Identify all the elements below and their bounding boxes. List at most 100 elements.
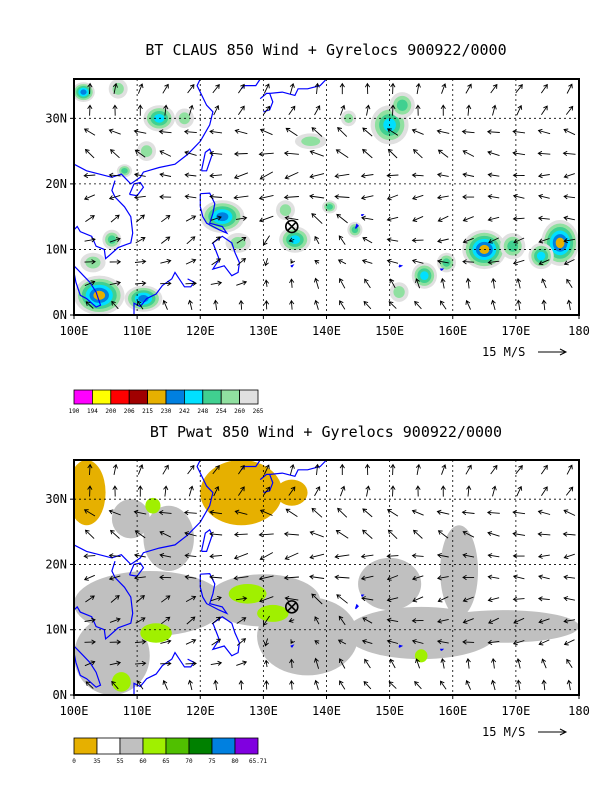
- claus-wind-vector-19: [108, 128, 121, 135]
- pwat-wind-vector-40: [159, 530, 172, 538]
- claus-wind-vector-46: [185, 258, 197, 265]
- pwat-wind-vector-14: [109, 617, 121, 623]
- claus-wind-vector-131: [364, 82, 371, 95]
- claus-colorbar-label-10: 265: [253, 408, 264, 415]
- claus-wind-vector-28: [133, 172, 146, 178]
- claus-wind-vector-83: [259, 171, 274, 180]
- claus-wind-vector-152: [415, 104, 421, 116]
- claus-coastline-14: [439, 268, 445, 271]
- claus-wind-vector-35: [160, 258, 172, 264]
- claus-y-tick-label-2: 20N: [45, 177, 67, 191]
- claus-wind-vector-27: [133, 194, 146, 200]
- claus-wind-vector-161: [437, 149, 449, 158]
- claus-colorbar-swatch-0: [73, 389, 93, 405]
- pwat-colorbar-label-3: 60: [139, 758, 147, 765]
- claus-wind-vector-107: [311, 127, 323, 137]
- pwat-wind-vector-150: [412, 529, 423, 539]
- claus-wind-vector-185: [491, 104, 497, 116]
- pwat-contour-blob-17-level-0: [145, 497, 161, 514]
- claus-wind-vector-139: [387, 148, 398, 159]
- pwat-x-tick-label-5: 150E: [375, 704, 404, 718]
- claus-wind-vector-209: [566, 299, 572, 311]
- claus-wind-vector-68: [236, 257, 247, 266]
- pwat-wind-vector-179: [488, 617, 499, 624]
- pwat-wind-vector-51: [184, 531, 197, 537]
- claus-colorbar-swatch-4: [147, 389, 167, 405]
- pwat-wind-vector-62: [209, 531, 223, 537]
- pwat-colorbar-swatch-7: [234, 737, 259, 755]
- pwat-wind-vector-140: [387, 509, 399, 517]
- pwat-x-tick-label-7: 170E: [501, 704, 530, 718]
- pwat-wind-vector-78: [263, 659, 270, 668]
- claus-wind-vector-134: [386, 258, 399, 264]
- claus-wind-vector-70: [235, 215, 248, 221]
- pwat-wind-vector-183: [487, 531, 500, 537]
- claus-wind-vector-71: [233, 194, 249, 201]
- pwat-wind-vector-20: [112, 485, 118, 497]
- claus-wind-vector-12: [109, 280, 122, 286]
- pwat-colorbar-swatch-2: [119, 737, 144, 755]
- claus-panel: BT CLAUS 850 Wind + Gyrelocs 900922/0000…: [45, 41, 590, 415]
- pwat-wind-vector-109: [314, 463, 320, 476]
- pwat-wind-vector-120: [339, 463, 345, 475]
- claus-coastline-11: [354, 223, 359, 229]
- pwat-contour-blob-18-level-0: [414, 649, 428, 663]
- claus-wind-vector-18: [109, 149, 120, 159]
- claus-wind-vector-199: [541, 278, 547, 289]
- claus-wind-vector-146: [411, 237, 424, 243]
- pwat-wind-vector-119: [339, 485, 346, 497]
- claus-wind-vector-140: [386, 128, 399, 136]
- pwat-wind-vector-186: [490, 464, 498, 475]
- pwat-wind-vector-83: [259, 552, 274, 561]
- pwat-colorbar: 0 35 55 60 65 70 75 80 65.71: [72, 737, 267, 765]
- claus-wind-vector-50: [184, 172, 197, 178]
- claus-wind-vector-157: [437, 238, 449, 244]
- claus-wind-vector-189: [512, 259, 525, 266]
- pwat-gridlines: [74, 460, 579, 695]
- claus-x-tick-label-5: 150E: [375, 324, 404, 338]
- pwat-y-tick-label-3: 30N: [45, 492, 67, 506]
- pwat-contour-blob-9-level-0: [440, 525, 478, 617]
- claus-wind-vector-6: [83, 172, 96, 179]
- claus-wind-vector-115: [334, 194, 350, 200]
- pwat-wind-vector-139: [387, 529, 398, 540]
- claus-colorbar-label-6: 242: [179, 408, 190, 415]
- pwat-wind-vector-161: [437, 530, 449, 539]
- claus-wind-vector-57: [211, 258, 222, 266]
- claus-wind-vector-97: [288, 105, 296, 115]
- claus-wind-vector-59: [210, 215, 222, 221]
- claus-wind-vector-65: [212, 84, 220, 94]
- pwat-colorbar-label-0: 0: [72, 758, 76, 765]
- pwat-wind-vector-29: [134, 530, 146, 539]
- claus-wind-vector-86: [263, 105, 271, 115]
- pwat-wind-vector-132: [388, 681, 397, 689]
- claus-wind-vector-75: [238, 105, 245, 116]
- claus-wind-vector-133: [389, 278, 396, 289]
- claus-contour-blob-26-level-3: [536, 251, 546, 261]
- claus-wind-vector-183: [487, 150, 500, 157]
- claus-y-tick-label-0: 0N: [53, 308, 67, 322]
- pwat-wind-vector-47: [186, 616, 196, 625]
- claus-coastline-1: [74, 180, 134, 260]
- claus-wind-vector-148: [412, 194, 424, 201]
- claus-contour-blob-24-level-2: [507, 240, 519, 252]
- claus-wind-vector-23: [134, 280, 147, 286]
- pwat-wind-vector-194: [512, 531, 526, 537]
- pwat-coastline-12: [290, 644, 295, 648]
- claus-wind-vector-111: [338, 277, 346, 289]
- claus-wind-vector-58: [211, 236, 221, 244]
- claus-contour-blob-20-level-3: [420, 271, 429, 281]
- claus-wind-vector-200: [538, 259, 550, 266]
- claus-wind-vector-56: [210, 280, 223, 286]
- pwat-wind-vector-34: [160, 661, 172, 667]
- claus-contour-blob-6-level-5: [93, 290, 106, 300]
- pwat-wind-vector-106: [309, 530, 324, 538]
- pwat-coastline-11: [354, 603, 359, 610]
- pwat-colorbar-swatch-5: [188, 737, 213, 755]
- pwat-wind-vector-59: [210, 595, 222, 602]
- pwat-colorbar-label-4: 65: [162, 758, 170, 765]
- pwat-wind-vector-116: [334, 553, 350, 560]
- claus-x-tick-label-8: 180: [568, 324, 590, 338]
- claus-fill-layer: [74, 79, 579, 315]
- claus-wind-vector-206: [537, 128, 551, 135]
